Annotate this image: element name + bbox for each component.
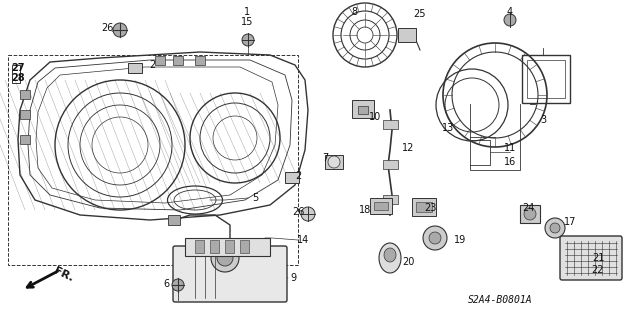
Bar bbox=[12, 65, 20, 83]
Bar bbox=[520, 205, 540, 223]
Text: 14: 14 bbox=[297, 235, 309, 245]
Circle shape bbox=[211, 244, 239, 272]
Circle shape bbox=[423, 226, 447, 250]
Text: 23: 23 bbox=[424, 203, 436, 213]
Text: 2: 2 bbox=[149, 60, 155, 70]
Bar bbox=[185, 238, 270, 256]
Ellipse shape bbox=[384, 248, 396, 262]
Circle shape bbox=[328, 156, 340, 168]
Text: FR.: FR. bbox=[52, 266, 75, 284]
Bar bbox=[128, 63, 142, 73]
Text: 7: 7 bbox=[322, 153, 328, 163]
Bar bbox=[195, 56, 205, 65]
Bar bbox=[358, 106, 368, 114]
Circle shape bbox=[504, 14, 516, 26]
Text: 27: 27 bbox=[12, 63, 25, 73]
Bar bbox=[352, 100, 374, 118]
Text: 19: 19 bbox=[454, 235, 466, 245]
Text: 8: 8 bbox=[351, 7, 357, 17]
Circle shape bbox=[301, 207, 315, 221]
Circle shape bbox=[242, 34, 254, 46]
Text: 3: 3 bbox=[540, 115, 546, 125]
Text: 18: 18 bbox=[359, 205, 371, 215]
Circle shape bbox=[545, 218, 565, 238]
Text: 5: 5 bbox=[252, 193, 258, 203]
Text: 21: 21 bbox=[592, 253, 604, 263]
Circle shape bbox=[429, 232, 441, 244]
Bar bbox=[8, 55, 298, 265]
Text: 16: 16 bbox=[504, 157, 516, 167]
Text: 4: 4 bbox=[507, 7, 513, 17]
Bar bbox=[398, 28, 416, 42]
Circle shape bbox=[524, 208, 536, 220]
Text: 6: 6 bbox=[163, 279, 169, 289]
Bar bbox=[522, 55, 570, 103]
Text: 17: 17 bbox=[564, 217, 576, 227]
Circle shape bbox=[113, 23, 127, 37]
Bar bbox=[383, 120, 398, 129]
Bar bbox=[240, 240, 249, 253]
Bar bbox=[412, 198, 436, 216]
Text: 28: 28 bbox=[11, 73, 25, 83]
Text: 22: 22 bbox=[592, 265, 604, 275]
Bar bbox=[225, 240, 234, 253]
Bar bbox=[285, 172, 299, 183]
Text: 26: 26 bbox=[292, 207, 304, 217]
Bar bbox=[168, 215, 180, 225]
Bar bbox=[195, 240, 204, 253]
Bar bbox=[374, 202, 388, 210]
Text: 24: 24 bbox=[522, 203, 534, 213]
Ellipse shape bbox=[379, 243, 401, 273]
Circle shape bbox=[550, 223, 560, 233]
Bar bbox=[370, 198, 392, 214]
FancyBboxPatch shape bbox=[560, 236, 622, 280]
Bar bbox=[325, 155, 343, 169]
FancyBboxPatch shape bbox=[173, 246, 287, 302]
Bar bbox=[210, 240, 219, 253]
Bar bbox=[20, 135, 30, 144]
Text: S2A4-B0801A: S2A4-B0801A bbox=[468, 295, 532, 305]
Bar bbox=[383, 195, 398, 204]
Text: 2: 2 bbox=[295, 171, 301, 181]
Bar bbox=[20, 90, 30, 99]
Bar bbox=[155, 56, 165, 65]
Text: 13: 13 bbox=[442, 123, 454, 133]
Bar bbox=[416, 202, 432, 212]
Text: 15: 15 bbox=[241, 17, 253, 27]
Bar bbox=[173, 56, 183, 65]
Text: 1: 1 bbox=[244, 7, 250, 17]
Circle shape bbox=[172, 279, 184, 291]
Text: 26: 26 bbox=[101, 23, 113, 33]
Circle shape bbox=[217, 250, 233, 266]
Bar bbox=[527, 60, 565, 98]
Bar bbox=[383, 160, 398, 169]
Text: 20: 20 bbox=[402, 257, 414, 267]
Text: 10: 10 bbox=[369, 112, 381, 122]
Text: 9: 9 bbox=[290, 273, 296, 283]
Text: 25: 25 bbox=[413, 9, 426, 19]
Bar bbox=[20, 110, 30, 119]
Text: 12: 12 bbox=[402, 143, 414, 153]
Text: 11: 11 bbox=[504, 143, 516, 153]
